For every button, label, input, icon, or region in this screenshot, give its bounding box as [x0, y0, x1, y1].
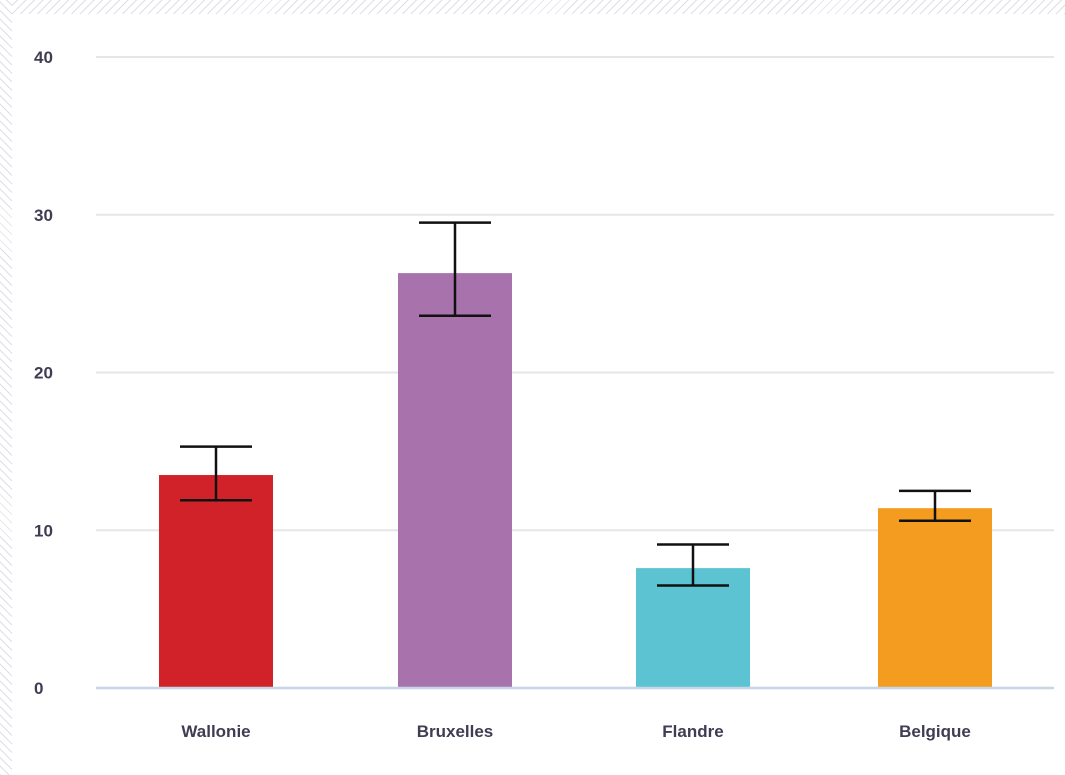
x-category-label: Flandre: [662, 722, 723, 741]
x-category-label: Wallonie: [181, 722, 250, 741]
decorative-left-border: [0, 0, 12, 775]
y-tick-label: 10: [34, 521, 53, 540]
y-tick-label: 0: [34, 679, 43, 698]
x-axis-labels: Wallonie Bruxelles Flandre Belgique: [181, 722, 971, 741]
bar-belgique: [878, 508, 992, 688]
error-bar-flandre: [657, 543, 729, 587]
bar-wallonie: [159, 475, 273, 688]
error-bar-wallonie: [180, 445, 252, 502]
x-category-label: Belgique: [899, 722, 971, 741]
error-bar-belgique: [899, 489, 971, 523]
y-tick-label: 20: [34, 364, 53, 383]
x-category-label: Bruxelles: [417, 722, 494, 741]
bar-flandre: [636, 568, 750, 688]
bars: [159, 273, 992, 688]
bar-bruxelles: [398, 273, 512, 688]
y-tick-label: 40: [34, 48, 53, 67]
error-bar-bruxelles: [419, 221, 491, 317]
gridlines: [96, 56, 1054, 532]
y-tick-label: 30: [34, 206, 53, 225]
decorative-top-border: [0, 0, 1065, 14]
y-axis-ticks: 0 10 20 30 40: [34, 48, 53, 698]
error-bars: [180, 221, 971, 587]
